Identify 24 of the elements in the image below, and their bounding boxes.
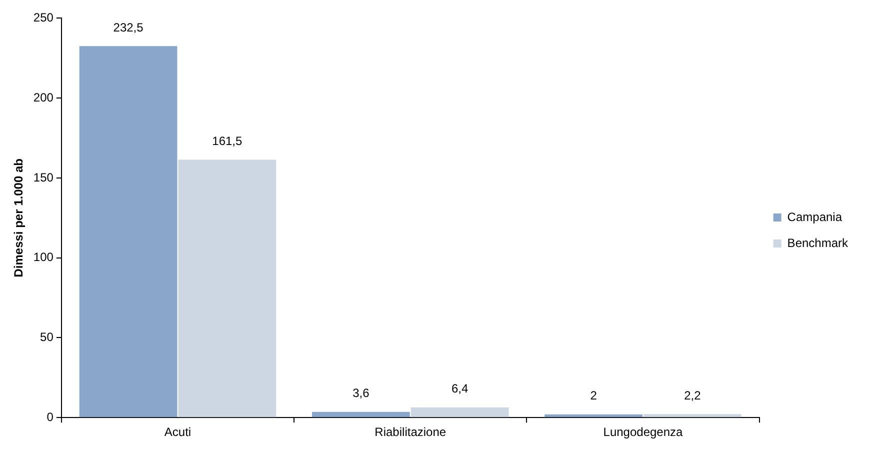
data-label: 2 [590,388,598,403]
legend-label: Benchmark [787,236,849,250]
data-label: 3,6 [352,386,370,400]
y-tick-label: 50 [40,330,54,344]
x-tick-label: Riabilitazione [374,425,446,440]
bar [178,160,276,418]
y-tick-label: 150 [33,170,54,184]
y-tick-label: 0 [46,410,54,424]
data-label: 2,2 [684,388,702,402]
y-tick-label: 250 [33,10,54,25]
bar [544,414,642,418]
x-tick-label: Acuti [164,425,192,440]
bar [643,414,742,418]
x-tick-label: Lungodegenza [603,425,684,440]
y-tick-label: 100 [33,250,54,264]
legend-label: Campania [787,210,842,224]
bar [410,407,509,418]
data-label: 232,5 [113,20,144,34]
data-label: 161,5 [212,134,243,148]
bar [312,412,410,418]
y-tick-label: 200 [33,90,54,104]
data-label: 6,4 [451,382,468,396]
y-axis-title: Dimessi per 1.000 ab [12,158,26,278]
bar [79,46,178,418]
